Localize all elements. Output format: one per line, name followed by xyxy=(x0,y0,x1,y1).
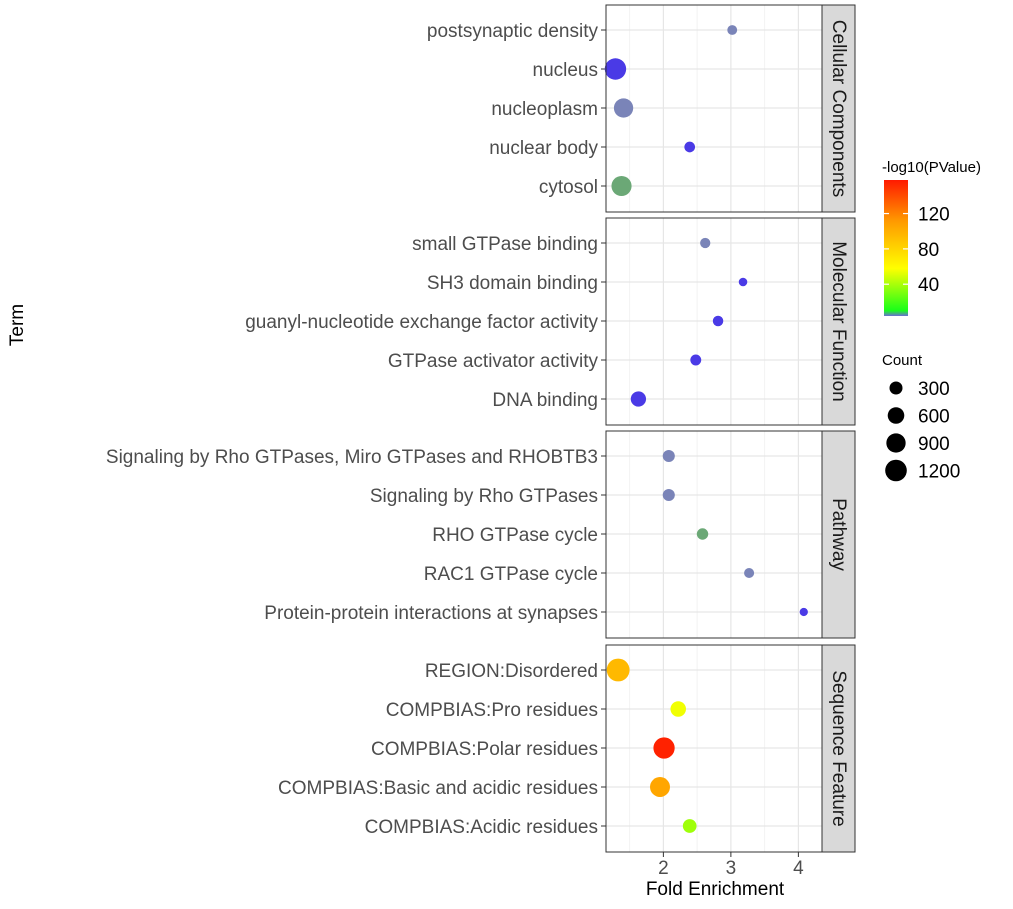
color-legend-bar xyxy=(884,180,908,316)
color-legend: -log10(PValue) 40 80 120 xyxy=(882,159,981,316)
term-label: COMPBIAS:Basic and acidic residues xyxy=(278,778,598,799)
facet-strip-label: Sequence Feature xyxy=(828,670,849,826)
size-legend-title: Count xyxy=(882,352,923,369)
data-point xyxy=(738,277,748,287)
color-legend-title: -log10(PValue) xyxy=(882,159,981,176)
color-legend-tick-label: 40 xyxy=(918,275,939,296)
data-point xyxy=(650,777,670,797)
data-point xyxy=(799,607,808,617)
data-point xyxy=(662,488,675,502)
data-point xyxy=(611,175,632,197)
data-point xyxy=(613,98,634,118)
size-legend-label: 1200 xyxy=(918,462,960,483)
x-axis-title: Fold Enrichment xyxy=(646,879,785,900)
term-label: GTPase activator activity xyxy=(388,351,599,372)
term-label: RAC1 GTPase cycle xyxy=(424,564,598,585)
term-label: SH3 domain binding xyxy=(427,273,598,294)
term-label: Protein-protein interactions at synapses xyxy=(264,603,598,624)
term-label: postsynaptic density xyxy=(427,21,599,42)
term-label: REGION:Disordered xyxy=(425,661,598,682)
data-point xyxy=(727,25,738,35)
data-point xyxy=(670,701,686,717)
size-legend-dot xyxy=(887,407,905,424)
size-legend-label: 900 xyxy=(918,434,950,455)
data-point xyxy=(682,819,697,833)
x-axis: 2 3 4 xyxy=(658,852,804,879)
x-tick-label: 4 xyxy=(793,858,804,879)
facet-panels: postsynaptic density nucleus nucleoplasm nu… xyxy=(106,4,856,853)
size-legend-label: 600 xyxy=(918,407,950,428)
term-label: cytosol xyxy=(539,177,598,198)
term-label: nuclear body xyxy=(489,138,598,159)
facet-strip-label: Pathway xyxy=(828,498,849,571)
term-label: small GTPase binding xyxy=(412,234,598,255)
data-point xyxy=(630,391,647,407)
term-label: COMPBIAS:Acidic residues xyxy=(365,817,598,838)
size-legend-dot xyxy=(889,381,903,395)
color-legend-tick-label: 80 xyxy=(918,240,939,261)
term-label: COMPBIAS:Polar residues xyxy=(371,739,598,760)
facet-panel: Signaling by Rho GTPases, Miro GTPases a… xyxy=(106,430,856,639)
x-tick-label: 2 xyxy=(658,858,669,879)
data-point xyxy=(712,315,724,327)
data-point xyxy=(700,237,711,249)
facet-strip-label: Molecular Function xyxy=(828,241,849,402)
data-point xyxy=(653,737,675,759)
data-point xyxy=(744,567,755,579)
term-label: COMPBIAS:Pro residues xyxy=(386,700,598,721)
size-legend-dot xyxy=(885,459,907,482)
color-legend-tick-label: 120 xyxy=(918,205,950,226)
data-point xyxy=(662,449,675,463)
size-legend: Count 300 600 900 1200 xyxy=(882,352,960,483)
data-point xyxy=(684,141,696,153)
facet-strip xyxy=(821,217,856,426)
size-legend-label: 300 xyxy=(918,379,950,400)
data-point xyxy=(696,528,709,540)
size-legend-dot xyxy=(886,433,906,453)
facet-panel: REGION:Disordered COMPBIAS:Pro residues CO… xyxy=(278,644,856,853)
facet-strip-label: Cellular Components xyxy=(828,20,849,197)
facet-strip xyxy=(821,430,856,639)
data-point xyxy=(690,354,702,366)
term-label: DNA binding xyxy=(492,390,598,411)
x-tick-label: 3 xyxy=(726,858,737,879)
term-label: Signaling by Rho GTPases xyxy=(370,486,598,507)
facet-strip xyxy=(821,4,856,213)
term-label: RHO GTPase cycle xyxy=(432,525,598,546)
y-axis-title: Term xyxy=(7,304,28,346)
term-label: guanyl-nucleotide exchange factor activi… xyxy=(245,312,598,333)
term-label: Signaling by Rho GTPases, Miro GTPases a… xyxy=(106,447,598,468)
term-label: nucleoplasm xyxy=(491,99,598,120)
facet-panel: postsynaptic density nucleus nucleoplasm nu… xyxy=(427,4,856,213)
data-point xyxy=(606,658,630,682)
data-point xyxy=(604,58,627,80)
facet-strip xyxy=(821,644,856,853)
facet-panel: small GTPase binding SH3 domain binding gu… xyxy=(245,217,856,426)
term-label: nucleus xyxy=(533,60,599,81)
